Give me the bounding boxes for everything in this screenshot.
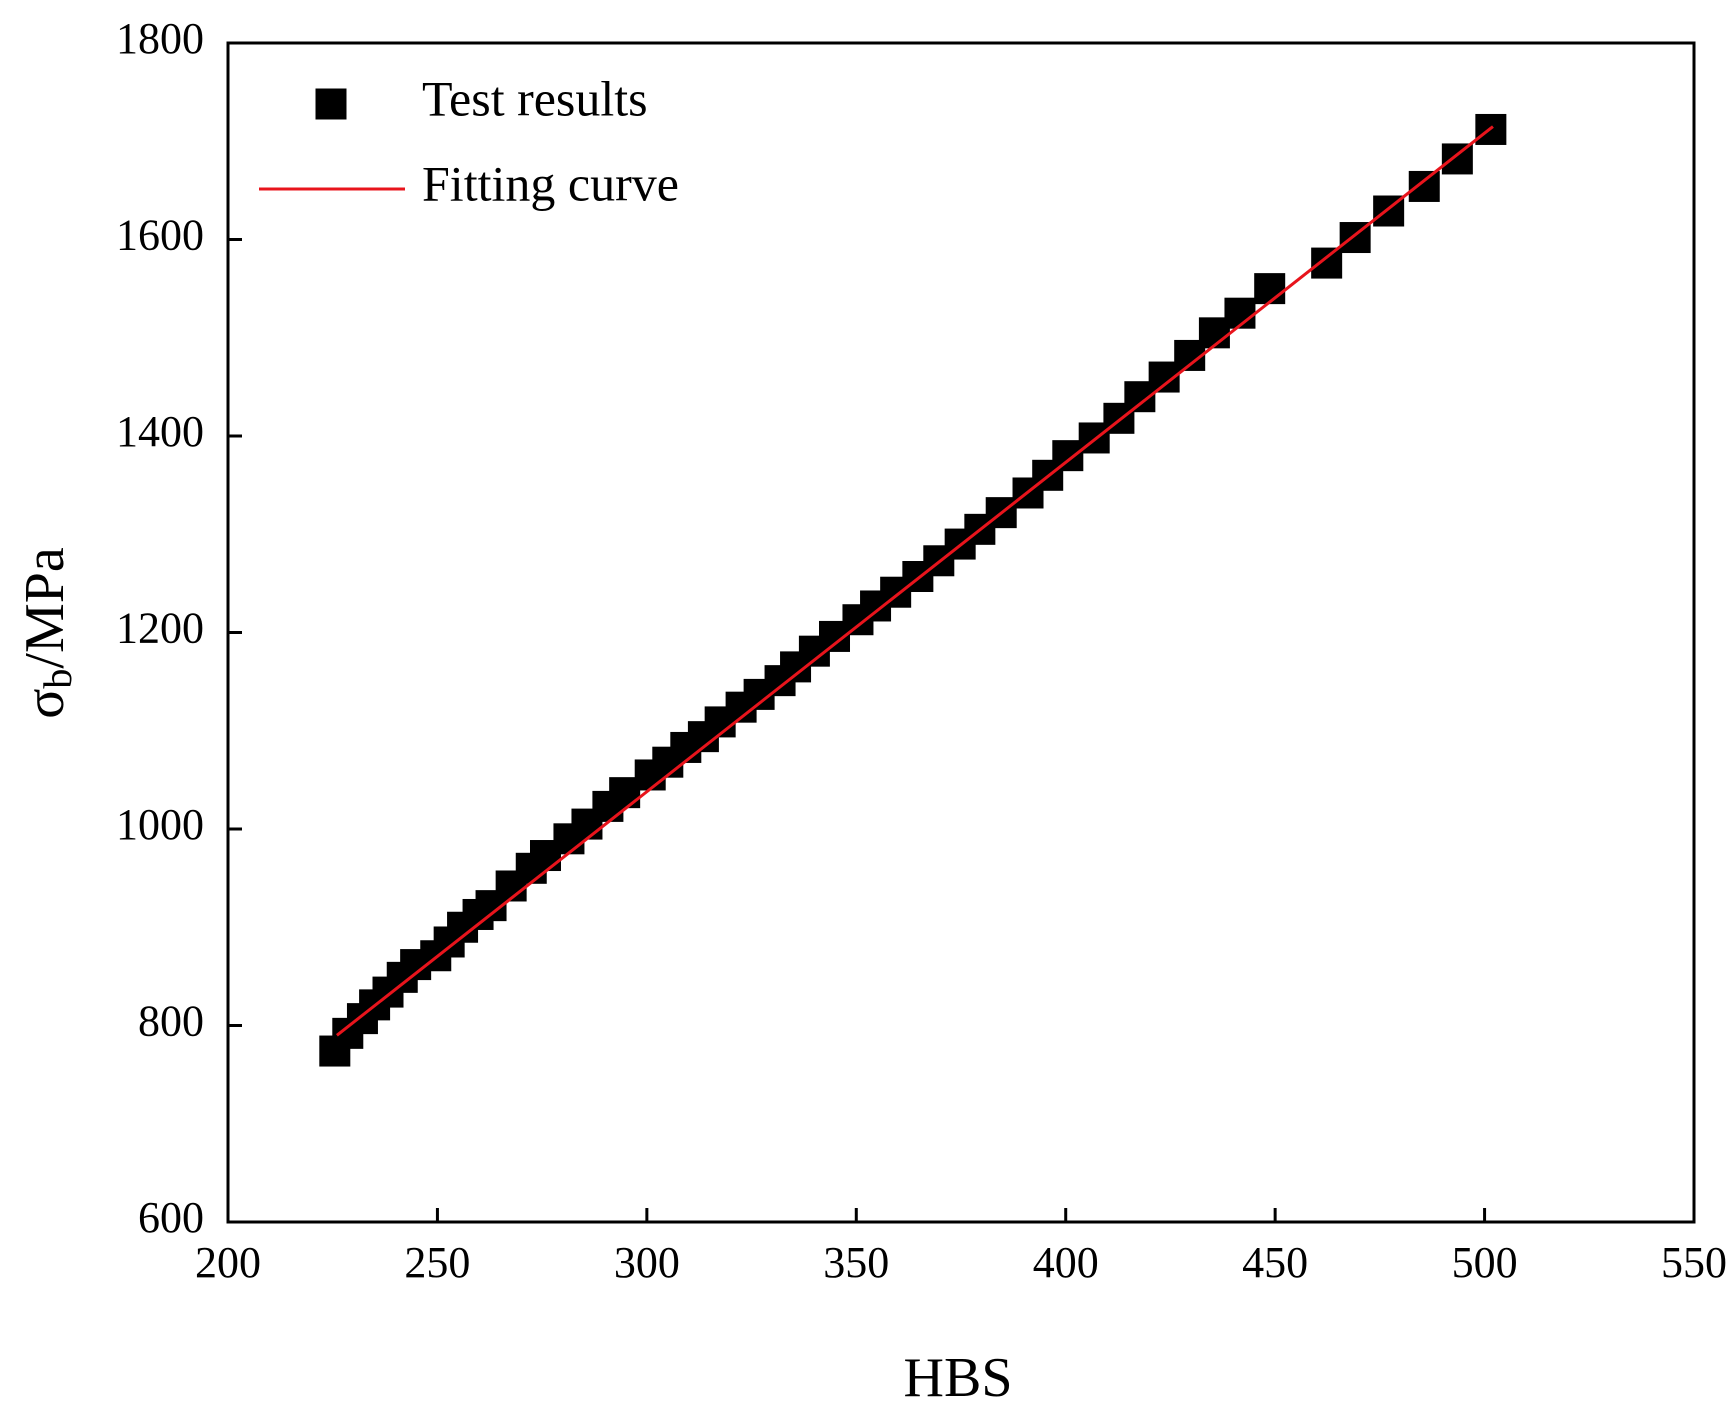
y-tick-label: 600: [138, 1193, 204, 1242]
x-tick-label: 350: [823, 1238, 889, 1287]
x-tick-label: 500: [1452, 1238, 1518, 1287]
data-point: [1441, 143, 1473, 175]
legend-label: Test results: [422, 70, 648, 126]
y-tick-label: 1600: [116, 211, 204, 260]
legend-label: Fitting curve: [422, 155, 679, 211]
y-label-unit: /MPa: [14, 547, 76, 668]
data-point: [1408, 170, 1440, 202]
x-tick-label: 300: [614, 1238, 680, 1287]
y-tick-label: 1800: [116, 14, 204, 63]
y-tick-label: 1400: [116, 407, 204, 456]
y-tick-label: 1200: [116, 604, 204, 653]
plot-frame: [226, 41, 1696, 1224]
x-tick-label: 550: [1661, 1238, 1727, 1287]
y-label-symbol: σ: [14, 689, 76, 719]
x-tick-label: 250: [404, 1238, 470, 1287]
data-point: [1052, 440, 1084, 472]
y-tick-label: 800: [138, 997, 204, 1046]
x-tick-label: 400: [1033, 1238, 1099, 1287]
data-point: [1254, 273, 1286, 305]
x-axis-label: HBS: [904, 1347, 1013, 1409]
x-tick-label: 200: [195, 1238, 261, 1287]
x-tick-label: 450: [1242, 1238, 1308, 1287]
legend-marker: [315, 88, 347, 120]
fit-line: [335, 125, 1494, 1037]
y-label-subscript: b: [35, 669, 80, 689]
data-point: [1311, 247, 1343, 279]
y-tick-label: 1000: [116, 800, 204, 849]
y-axis-label: σb/MPa: [14, 547, 80, 719]
